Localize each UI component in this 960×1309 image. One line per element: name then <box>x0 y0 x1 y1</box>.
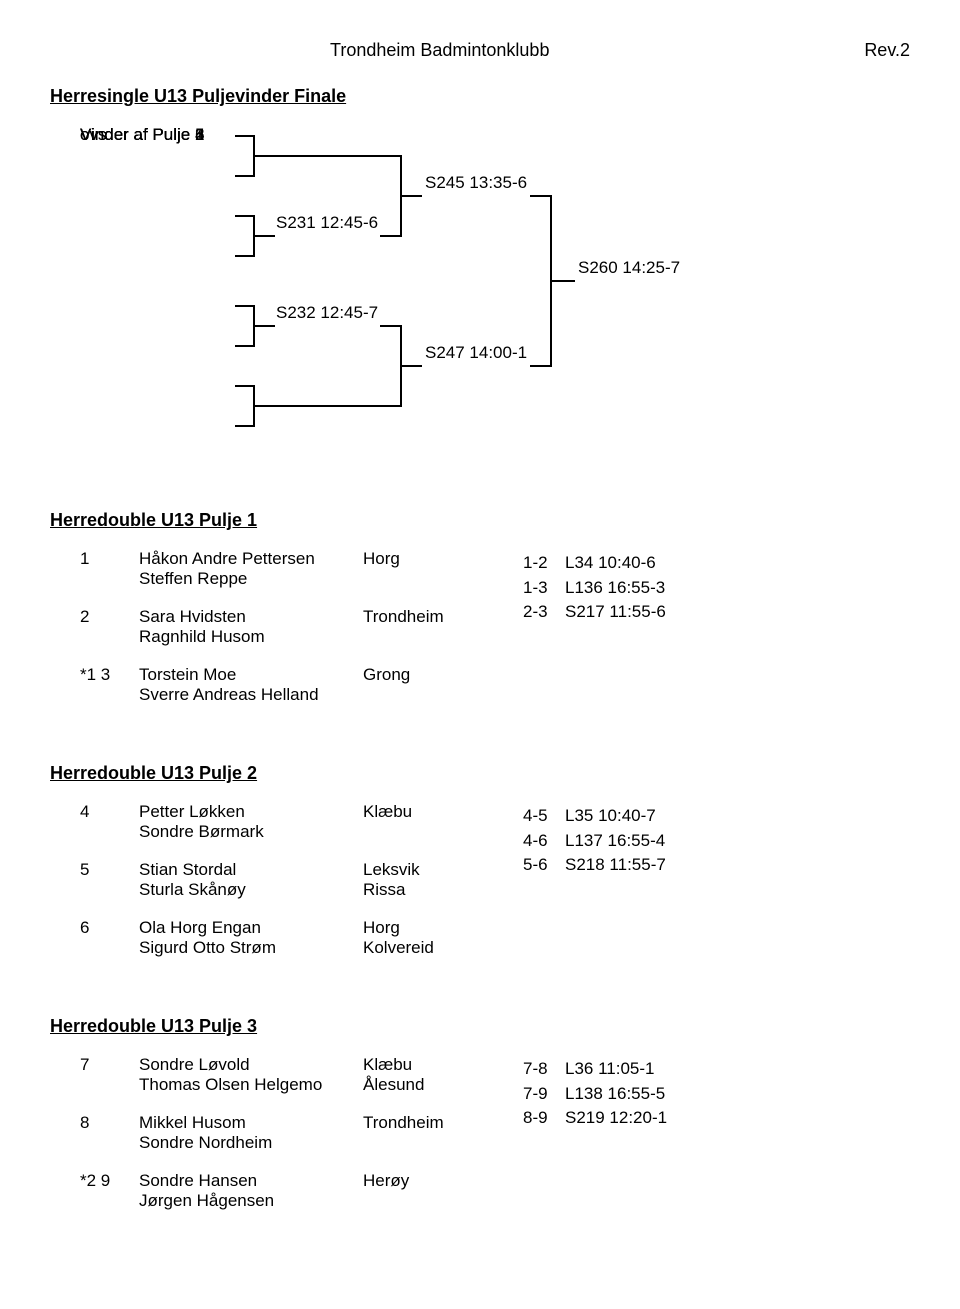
result-pair: 7-8 <box>523 1057 557 1082</box>
team-club-2: Horg <box>363 549 463 569</box>
result-pair: 5-6 <box>523 853 557 878</box>
bracket-match-r1-2: S232 12:45-7 <box>276 303 378 323</box>
team-club-2: Ålesund <box>363 1075 463 1095</box>
header-center: Trondheim Badmintonklubb <box>330 40 549 61</box>
team-player-2: Sturla Skånøy <box>139 880 349 900</box>
team-club-2: Kolvereid <box>363 938 463 958</box>
pool-3-teams: 7 Sondre Løvold Thomas Olsen Helgemo Klæ… <box>80 1055 463 1229</box>
result-val: S218 11:55-7 <box>565 853 666 878</box>
team-player-1: Torstein Moe <box>139 665 349 685</box>
team-player-1: Håkon Andre Pettersen <box>139 549 349 569</box>
result-pair: 7-9 <box>523 1082 557 1107</box>
result-pair: 1-3 <box>523 576 557 601</box>
team-num: 8 <box>80 1113 125 1153</box>
result-val: L36 11:05-1 <box>565 1057 654 1082</box>
team-num: *1 3 <box>80 665 125 705</box>
team-player-2: Sigurd Otto Strøm <box>139 938 349 958</box>
bracket-match-sf1: S245 13:35-6 <box>425 173 527 193</box>
result-pair: 4-6 <box>523 829 557 854</box>
team-club-1: Klæbu <box>363 1055 463 1075</box>
team-club-2: Trondheim <box>363 1113 463 1133</box>
team-player-2: Steffen Reppe <box>139 569 349 589</box>
bracket-match-final: S260 14:25-7 <box>578 258 680 278</box>
pool-3-results: 7-8 L36 11:05-1 7-9 L138 16:55-5 8-9 S219 1… <box>523 1057 667 1229</box>
team-num: 5 <box>80 860 125 900</box>
team-player-1: Sara Hvidsten <box>139 607 349 627</box>
team-club-2: Herøy <box>363 1171 463 1191</box>
pool-team: 1 Håkon Andre Pettersen Steffen Reppe Ho… <box>80 549 463 589</box>
team-player-2: Ragnhild Husom <box>139 627 349 647</box>
pool-2-results: 4-5 L35 10:40-7 4-6 L137 16:55-4 5-6 S218 1… <box>523 804 666 976</box>
team-club-2: Klæbu <box>363 802 463 822</box>
pool-team: 8 Mikkel Husom Sondre Nordheim Trondheim <box>80 1113 463 1153</box>
bracket-match-r1-1: S231 12:45-6 <box>276 213 378 233</box>
pool-team: *1 3 Torstein Moe Sverre Andreas Helland… <box>80 665 463 705</box>
result-val: L138 16:55-5 <box>565 1082 665 1107</box>
team-player-2: Thomas Olsen Helgemo <box>139 1075 349 1095</box>
result-pair: 4-5 <box>523 804 557 829</box>
result-val: S217 11:55-6 <box>565 600 666 625</box>
bracket-match-sf2: S247 14:00-1 <box>425 343 527 363</box>
result-val: L35 10:40-7 <box>565 804 656 829</box>
team-num: 7 <box>80 1055 125 1095</box>
team-num: 2 <box>80 607 125 647</box>
team-club-1: Horg <box>363 918 463 938</box>
team-num: 6 <box>80 918 125 958</box>
team-player-2: Jørgen Hågensen <box>139 1191 349 1211</box>
team-player-1: Ola Horg Engan <box>139 918 349 938</box>
bracket-diagram: Vinder af Pulje 1 ovs Vinder af Pulje 2 … <box>80 125 910 475</box>
page-header: Trondheim Badmintonklubb Rev.2 <box>50 40 910 61</box>
result-val: L137 16:55-4 <box>565 829 665 854</box>
pool-3: Herredouble U13 Pulje 3 7 Sondre Løvold … <box>50 1016 910 1229</box>
result-val: S219 12:20-1 <box>565 1106 667 1131</box>
pool-2: Herredouble U13 Pulje 2 4 Petter Løkken … <box>50 763 910 976</box>
pool-team: 5 Stian Stordal Sturla Skånøy Leksvik Ri… <box>80 860 463 900</box>
pool-team: *2 9 Sondre Hansen Jørgen Hågensen Herøy <box>80 1171 463 1211</box>
team-player-2: Sondre Nordheim <box>139 1133 349 1153</box>
bracket-slot-8: Vinder af Pulje 6 <box>80 125 204 145</box>
pool-team: 7 Sondre Løvold Thomas Olsen Helgemo Klæ… <box>80 1055 463 1095</box>
pool-1-results: 1-2 L34 10:40-6 1-3 L136 16:55-3 2-3 S217 1… <box>523 551 666 723</box>
team-player-2: Sondre Børmark <box>139 822 349 842</box>
pool-team: 2 Sara Hvidsten Ragnhild Husom Trondheim <box>80 607 463 647</box>
header-right: Rev.2 <box>864 40 910 61</box>
pool-1: Herredouble U13 Pulje 1 1 Håkon Andre Pe… <box>50 510 910 723</box>
pool-1-title: Herredouble U13 Pulje 1 <box>50 510 910 531</box>
team-num: 4 <box>80 802 125 842</box>
pool-1-teams: 1 Håkon Andre Pettersen Steffen Reppe Ho… <box>80 549 463 723</box>
result-val: L34 10:40-6 <box>565 551 656 576</box>
team-player-2: Sverre Andreas Helland <box>139 685 349 705</box>
team-player-1: Sondre Hansen <box>139 1171 349 1191</box>
team-club-1: Leksvik <box>363 860 463 880</box>
team-club-2: Trondheim <box>363 607 463 627</box>
team-player-1: Sondre Løvold <box>139 1055 349 1075</box>
pool-3-title: Herredouble U13 Pulje 3 <box>50 1016 910 1037</box>
team-player-1: Petter Løkken <box>139 802 349 822</box>
result-pair: 2-3 <box>523 600 557 625</box>
team-player-1: Mikkel Husom <box>139 1113 349 1133</box>
team-num: *2 9 <box>80 1171 125 1211</box>
pool-team: 4 Petter Løkken Sondre Børmark Klæbu <box>80 802 463 842</box>
team-club-2: Grong <box>363 665 463 685</box>
team-num: 1 <box>80 549 125 589</box>
result-pair: 1-2 <box>523 551 557 576</box>
bracket-title: Herresingle U13 Puljevinder Finale <box>50 86 910 107</box>
result-val: L136 16:55-3 <box>565 576 665 601</box>
team-club-2: Rissa <box>363 880 463 900</box>
pool-team: 6 Ola Horg Engan Sigurd Otto Strøm Horg … <box>80 918 463 958</box>
pool-2-teams: 4 Petter Løkken Sondre Børmark Klæbu 5 S… <box>80 802 463 976</box>
result-pair: 8-9 <box>523 1106 557 1131</box>
team-player-1: Stian Stordal <box>139 860 349 880</box>
pool-2-title: Herredouble U13 Pulje 2 <box>50 763 910 784</box>
